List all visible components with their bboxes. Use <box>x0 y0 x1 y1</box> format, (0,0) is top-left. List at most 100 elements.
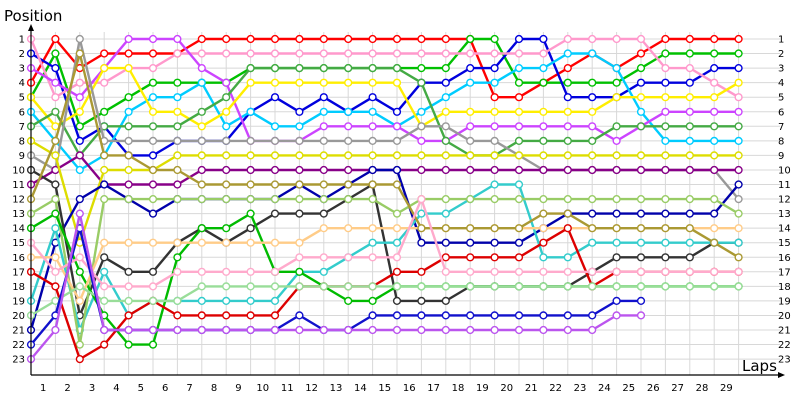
data-point <box>661 122 670 131</box>
data-point <box>295 267 304 276</box>
data-point <box>295 253 304 262</box>
y-tick-label-left: 8 <box>19 136 25 147</box>
y-tick-label-left: 15 <box>12 238 25 249</box>
data-point <box>685 34 694 44</box>
y-tick-label-left: 23 <box>12 355 25 366</box>
data-point <box>246 296 255 306</box>
data-point <box>295 165 304 175</box>
data-point <box>222 78 231 87</box>
data-point <box>685 107 694 116</box>
data-point <box>636 49 646 58</box>
data-point <box>417 136 426 146</box>
data-point <box>636 296 646 306</box>
data-point <box>685 49 694 58</box>
data-point <box>368 282 377 291</box>
data-point <box>514 282 524 291</box>
data-point <box>417 165 426 175</box>
data-point <box>636 78 646 87</box>
data-point <box>734 209 743 218</box>
data-point <box>319 93 328 102</box>
data-point <box>368 151 377 160</box>
data-point <box>636 151 646 160</box>
x-tick-label: 21 <box>525 383 538 394</box>
data-point <box>466 49 475 58</box>
data-point <box>661 63 670 73</box>
data-point <box>392 325 402 335</box>
data-point <box>197 49 206 58</box>
data-point <box>563 325 572 335</box>
data-point <box>368 136 377 146</box>
data-point <box>466 107 475 116</box>
data-point <box>246 224 255 233</box>
x-tick-label: 7 <box>186 383 192 394</box>
data-point <box>563 209 572 218</box>
data-point <box>563 195 572 204</box>
data-point <box>148 93 158 102</box>
data-point <box>148 63 158 73</box>
series-12 <box>26 165 743 335</box>
data-point <box>539 63 548 73</box>
axes <box>28 24 785 378</box>
data-point <box>563 49 572 58</box>
data-point <box>344 195 353 204</box>
x-tick-label: 18 <box>452 383 465 394</box>
data-point <box>710 136 719 146</box>
data-point <box>197 136 206 146</box>
data-point <box>270 49 280 58</box>
data-point <box>246 165 255 175</box>
x-tick-label: 1 <box>40 383 46 394</box>
data-point <box>75 296 84 306</box>
data-point <box>344 107 353 116</box>
x-tick-label: 8 <box>211 383 217 394</box>
data-point <box>246 311 255 320</box>
data-point <box>636 122 646 131</box>
data-point <box>75 93 84 102</box>
data-point <box>441 282 450 291</box>
data-point <box>563 63 572 73</box>
data-point <box>661 267 670 276</box>
data-point <box>295 311 304 320</box>
data-point <box>661 78 670 87</box>
data-point <box>734 238 743 247</box>
data-point <box>51 180 60 189</box>
y-tick-label-right: 6 <box>778 107 784 118</box>
data-point <box>295 122 304 131</box>
data-point <box>490 63 499 73</box>
data-point <box>270 325 280 335</box>
data-point <box>490 238 499 247</box>
data-point <box>295 136 304 146</box>
data-point <box>148 78 158 87</box>
data-point <box>173 107 182 116</box>
data-point <box>75 122 84 131</box>
data-point <box>295 325 304 335</box>
data-point <box>392 34 402 44</box>
data-point <box>612 311 621 320</box>
data-point <box>100 49 109 58</box>
data-point <box>734 63 743 73</box>
y-tick-label-left: 6 <box>19 107 25 118</box>
data-point <box>173 180 182 189</box>
data-point <box>466 311 475 320</box>
data-point <box>490 165 499 175</box>
data-point <box>270 180 280 189</box>
data-point <box>173 267 182 276</box>
data-point <box>441 296 450 306</box>
data-point <box>51 195 60 204</box>
data-point <box>588 311 597 320</box>
data-point <box>295 34 304 44</box>
y-tick-label-right: 11 <box>778 180 791 191</box>
data-point <box>319 267 328 276</box>
data-point <box>173 122 182 131</box>
data-point <box>685 209 694 218</box>
data-point <box>75 209 84 218</box>
data-point <box>466 282 475 291</box>
data-point <box>636 282 646 291</box>
data-point <box>148 296 158 306</box>
data-point <box>222 34 231 44</box>
x-tick-label: 29 <box>720 383 733 394</box>
y-tick-label-left: 5 <box>19 93 25 104</box>
data-point <box>539 311 548 320</box>
data-point <box>368 93 377 102</box>
data-point <box>100 253 109 262</box>
